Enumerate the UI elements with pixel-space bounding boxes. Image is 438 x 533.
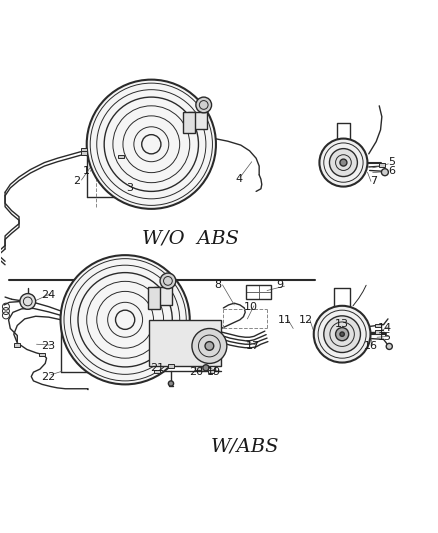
Text: 10: 10 <box>244 302 258 312</box>
Text: W/O  ABS: W/O ABS <box>142 229 239 247</box>
Text: 20: 20 <box>189 367 203 377</box>
Text: 23: 23 <box>41 341 55 351</box>
FancyBboxPatch shape <box>375 324 381 327</box>
Text: W/ABS: W/ABS <box>211 438 279 455</box>
Text: 19: 19 <box>207 367 221 377</box>
FancyBboxPatch shape <box>208 369 214 373</box>
FancyBboxPatch shape <box>118 155 124 158</box>
Circle shape <box>160 273 176 289</box>
Circle shape <box>340 332 344 336</box>
Circle shape <box>386 343 392 350</box>
Text: 2: 2 <box>74 176 81 186</box>
Polygon shape <box>188 111 207 129</box>
Text: 12: 12 <box>299 315 313 325</box>
FancyBboxPatch shape <box>14 343 20 347</box>
Text: 15: 15 <box>378 332 392 342</box>
FancyBboxPatch shape <box>149 320 221 366</box>
Text: 5: 5 <box>388 157 395 167</box>
Circle shape <box>205 342 214 350</box>
Text: 3: 3 <box>126 183 133 193</box>
Text: 16: 16 <box>364 341 378 351</box>
Circle shape <box>196 97 212 113</box>
Text: 9: 9 <box>276 280 284 290</box>
FancyBboxPatch shape <box>81 151 87 155</box>
Circle shape <box>381 169 389 176</box>
Text: 21: 21 <box>150 363 164 373</box>
FancyBboxPatch shape <box>81 148 87 151</box>
Text: 17: 17 <box>246 341 260 351</box>
Text: 7: 7 <box>371 176 378 187</box>
Polygon shape <box>183 111 195 133</box>
FancyBboxPatch shape <box>154 369 160 373</box>
Text: 11: 11 <box>278 315 292 325</box>
Circle shape <box>324 316 360 352</box>
Circle shape <box>329 149 357 176</box>
Polygon shape <box>153 287 172 305</box>
Circle shape <box>60 255 190 384</box>
Circle shape <box>203 365 209 371</box>
Circle shape <box>20 294 35 309</box>
Circle shape <box>340 159 347 166</box>
FancyBboxPatch shape <box>195 366 201 369</box>
Text: 22: 22 <box>41 372 55 382</box>
Circle shape <box>314 306 371 362</box>
FancyBboxPatch shape <box>379 163 385 166</box>
Text: 24: 24 <box>41 290 55 300</box>
Text: 4: 4 <box>235 174 242 184</box>
FancyBboxPatch shape <box>375 330 381 334</box>
FancyBboxPatch shape <box>168 364 174 368</box>
Circle shape <box>87 79 216 209</box>
Text: 13: 13 <box>335 319 349 329</box>
FancyBboxPatch shape <box>39 353 45 357</box>
Circle shape <box>168 381 173 386</box>
Text: 6: 6 <box>388 166 395 176</box>
Polygon shape <box>148 287 160 309</box>
Circle shape <box>319 139 367 187</box>
Text: 1: 1 <box>82 166 89 176</box>
Circle shape <box>336 328 349 341</box>
Text: 8: 8 <box>215 280 222 290</box>
Text: 14: 14 <box>378 322 392 333</box>
Circle shape <box>192 328 227 364</box>
